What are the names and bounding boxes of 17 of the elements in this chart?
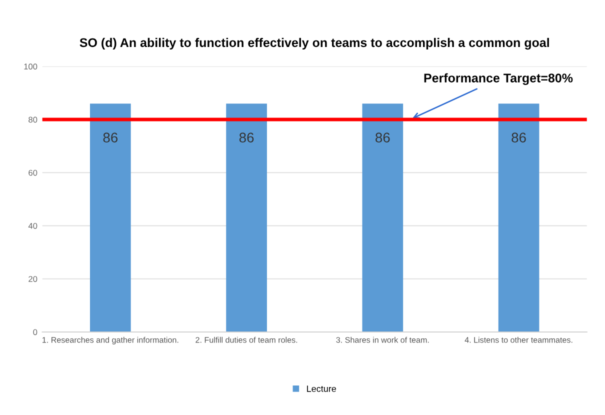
y-tick-label: 0 xyxy=(33,329,38,336)
y-tick-label: 60 xyxy=(28,170,38,176)
x-tick-label: 2. Fulfill duties of team roles. xyxy=(196,336,298,343)
data-label: 86 xyxy=(103,132,118,143)
chart-title: SO (d) An ability to function effectively on teams to accomplish a common goal xyxy=(80,38,549,50)
x-tick-label: 4. Listens to other teammates. xyxy=(464,336,572,343)
data-label: 86 xyxy=(512,132,526,143)
x-tick-label: 1. Researches and gather information. xyxy=(42,336,178,344)
data-label: 86 xyxy=(376,132,390,143)
ref-line-label: Performance Target=80% xyxy=(424,73,573,85)
data-label: 86 xyxy=(239,132,254,143)
x-tick-label: 3. Shares in work of team. xyxy=(336,336,429,343)
y-tick-label: 80 xyxy=(28,116,38,123)
y-tick-label: 40 xyxy=(28,222,38,229)
y-tick-label: 20 xyxy=(28,276,38,282)
y-tick-label: 100 xyxy=(24,64,38,70)
legend-label: Lecture xyxy=(307,386,336,392)
